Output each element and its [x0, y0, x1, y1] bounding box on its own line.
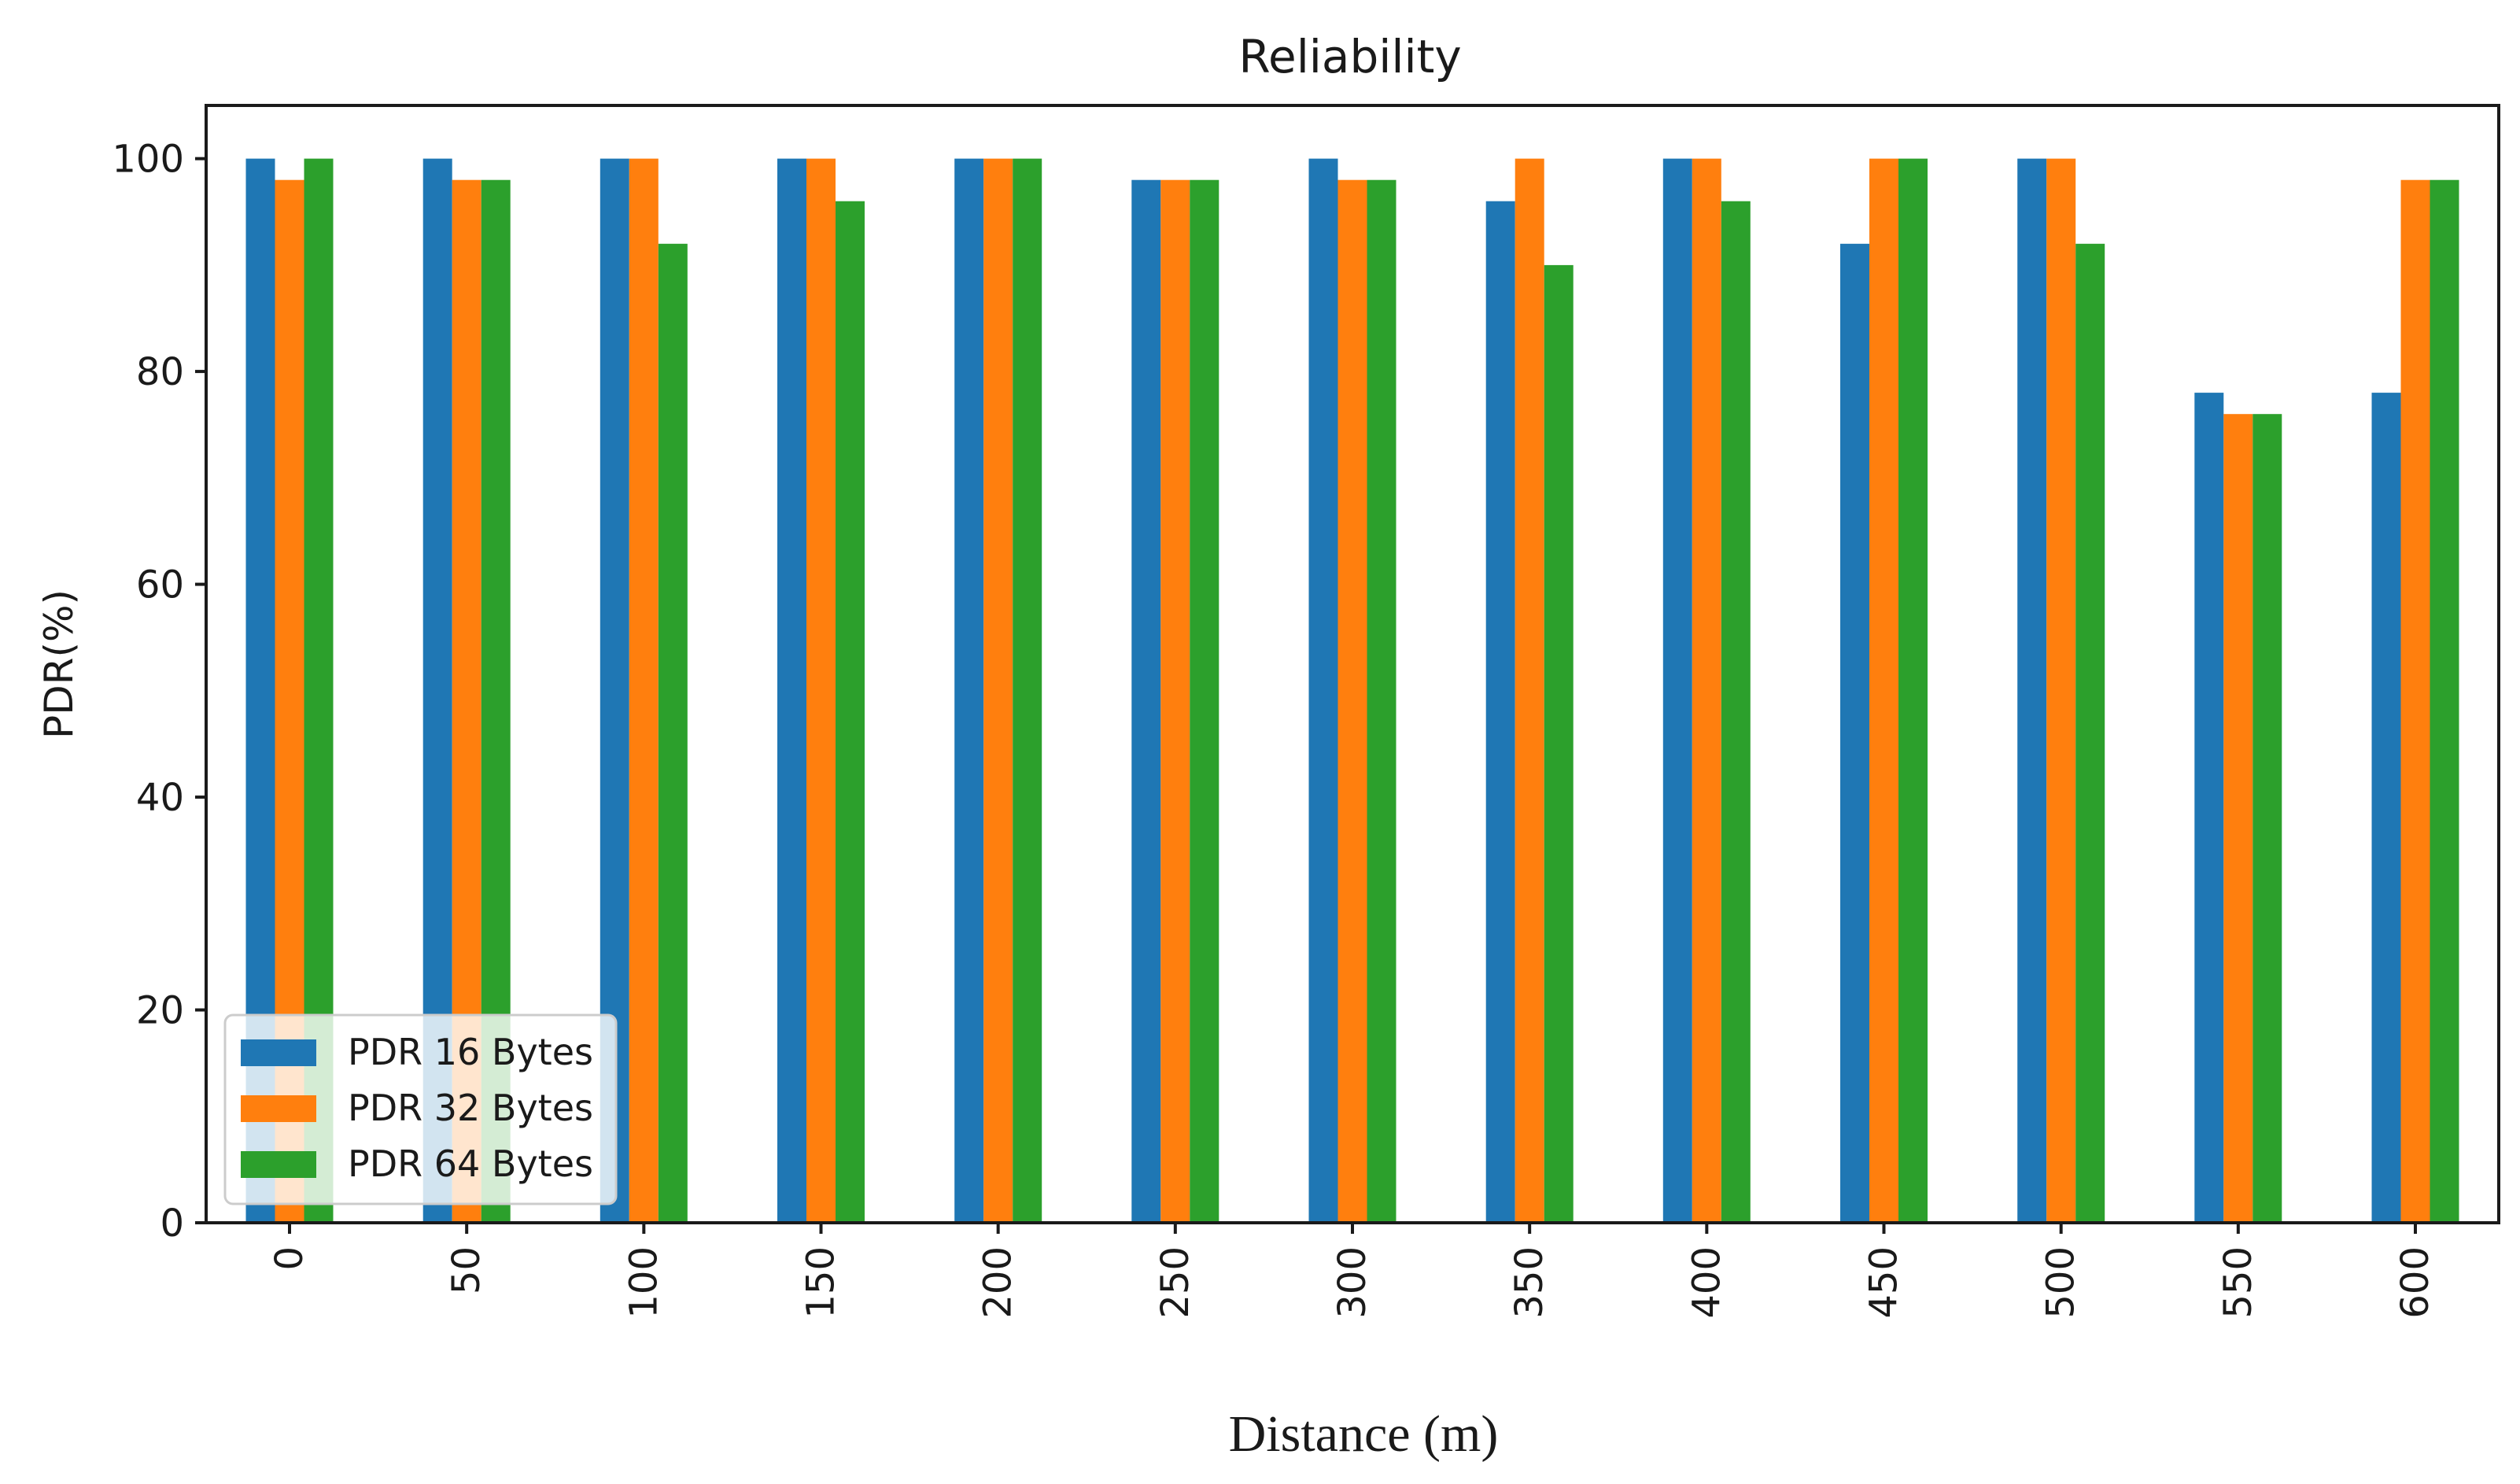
- bar-pdr-16-bytes-550: [2194, 393, 2224, 1224]
- bar-pdr-16-bytes-300: [1308, 158, 1338, 1224]
- x-tick-label-450: 450: [1862, 1246, 1906, 1319]
- x-axis-label: Distance (m): [1229, 1405, 1499, 1463]
- bar-pdr-32-bytes-400: [1692, 158, 1721, 1224]
- x-tick-label-200: 200: [976, 1246, 1020, 1319]
- x-tick-label-300: 300: [1330, 1246, 1374, 1319]
- bar-pdr-64-bytes-500: [2075, 243, 2105, 1223]
- bar-pdr-64-bytes-600: [2430, 179, 2459, 1224]
- bar-pdr-32-bytes-250: [1160, 179, 1190, 1224]
- bar-pdr-16-bytes-250: [1131, 179, 1161, 1224]
- bar-pdr-16-bytes-600: [2371, 393, 2401, 1224]
- bar-pdr-64-bytes-300: [1367, 179, 1397, 1224]
- x-tick-label-400: 400: [1684, 1246, 1729, 1319]
- x-tick-label-150: 150: [799, 1246, 843, 1319]
- bars-group: [245, 158, 2459, 1224]
- y-tick-label-20: 20: [136, 989, 184, 1033]
- bar-pdr-64-bytes-450: [1898, 158, 1928, 1224]
- bar-pdr-64-bytes-100: [658, 243, 688, 1223]
- bar-pdr-32-bytes-200: [983, 158, 1013, 1224]
- x-tick-label-500: 500: [2039, 1246, 2083, 1319]
- bar-pdr-64-bytes-350: [1544, 264, 1574, 1223]
- bar-pdr-16-bytes-150: [777, 158, 806, 1224]
- bar-pdr-64-bytes-200: [1013, 158, 1042, 1224]
- x-tick-label-250: 250: [1153, 1246, 1197, 1319]
- legend-swatch-3: [241, 1151, 316, 1178]
- x-tick-label-50: 50: [445, 1246, 489, 1294]
- legend-box: [223, 1013, 618, 1205]
- bar-pdr-16-bytes-500: [2017, 158, 2047, 1224]
- chart-title: Reliability: [1238, 30, 1461, 83]
- bar-pdr-16-bytes-400: [1662, 158, 1692, 1224]
- bar-pdr-32-bytes-100: [629, 158, 659, 1224]
- y-tick-label-0: 0: [160, 1202, 184, 1246]
- x-tick-label-0: 0: [267, 1246, 312, 1271]
- legend: PDR 16 Bytes PDR 32 Bytes PDR 64 Bytes: [223, 1013, 618, 1205]
- legend-label-2: PDR 32 Bytes: [348, 1087, 593, 1129]
- bar-pdr-32-bytes-550: [2223, 414, 2253, 1224]
- x-tick-label-100: 100: [622, 1246, 666, 1319]
- bar-pdr-32-bytes-350: [1515, 158, 1544, 1224]
- y-axis: 0 20 40 60 80 100: [112, 138, 206, 1246]
- x-tick-label-600: 600: [2393, 1246, 2437, 1319]
- y-tick-label-60: 60: [136, 563, 184, 607]
- bar-pdr-64-bytes-400: [1721, 201, 1751, 1224]
- legend-label-3: PDR 64 Bytes: [348, 1143, 593, 1185]
- bar-pdr-32-bytes-500: [2046, 158, 2076, 1224]
- y-axis-label: PDR(%): [36, 589, 82, 739]
- bar-pdr-32-bytes-300: [1337, 179, 1367, 1224]
- y-tick-label-80: 80: [136, 350, 184, 394]
- legend-swatch-1: [241, 1039, 316, 1066]
- legend-label-1: PDR 16 Bytes: [348, 1031, 593, 1073]
- bar-pdr-32-bytes-600: [2400, 179, 2430, 1224]
- y-tick-label-100: 100: [112, 138, 184, 182]
- y-tick-label-40: 40: [136, 776, 184, 820]
- bar-pdr-32-bytes-450: [1869, 158, 1898, 1224]
- bar-pdr-64-bytes-550: [2253, 414, 2282, 1224]
- legend-swatch-2: [241, 1095, 316, 1122]
- bar-pdr-16-bytes-450: [1840, 243, 1869, 1223]
- bar-pdr-64-bytes-150: [836, 201, 865, 1224]
- x-tick-label-550: 550: [2216, 1246, 2260, 1319]
- bar-pdr-64-bytes-250: [1190, 179, 1219, 1224]
- x-axis: 0 50 100 150 200 250 300 350 400 450 500 550 600: [267, 1223, 2437, 1319]
- bar-pdr-16-bytes-350: [1485, 201, 1515, 1224]
- bar-pdr-16-bytes-200: [954, 158, 984, 1224]
- x-tick-label-350: 350: [1507, 1246, 1551, 1319]
- bar-pdr-32-bytes-150: [806, 158, 836, 1224]
